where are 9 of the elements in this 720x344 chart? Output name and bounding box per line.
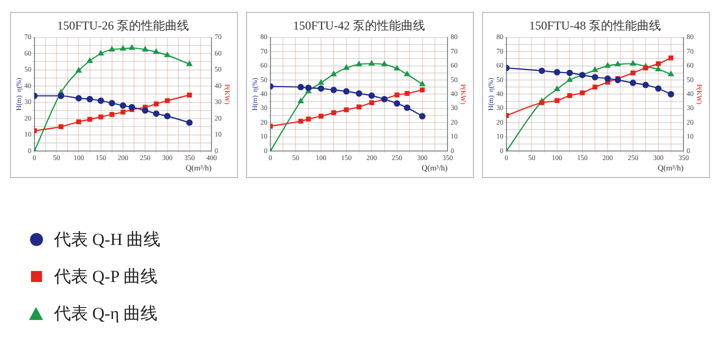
x-axis-title: Q(m³/h) — [422, 163, 448, 172]
chart-title: 150FTU-48 泵的性能曲线 — [529, 18, 661, 32]
x-axis-title: Q(m³/h) — [186, 163, 212, 172]
legend-label: 代表 Q-η 曲线 — [54, 303, 158, 325]
legend-label: 代表 Q-H 曲线 — [54, 229, 161, 251]
legend-label: 代表 Q-P 曲线 — [54, 266, 158, 288]
x-axis-title: Q(m³/h) — [658, 163, 684, 172]
chart-title: 150FTU-26 泵的性能曲线 — [57, 18, 189, 32]
chart-title: 150FTU-42 泵的性能曲线 — [293, 18, 425, 32]
